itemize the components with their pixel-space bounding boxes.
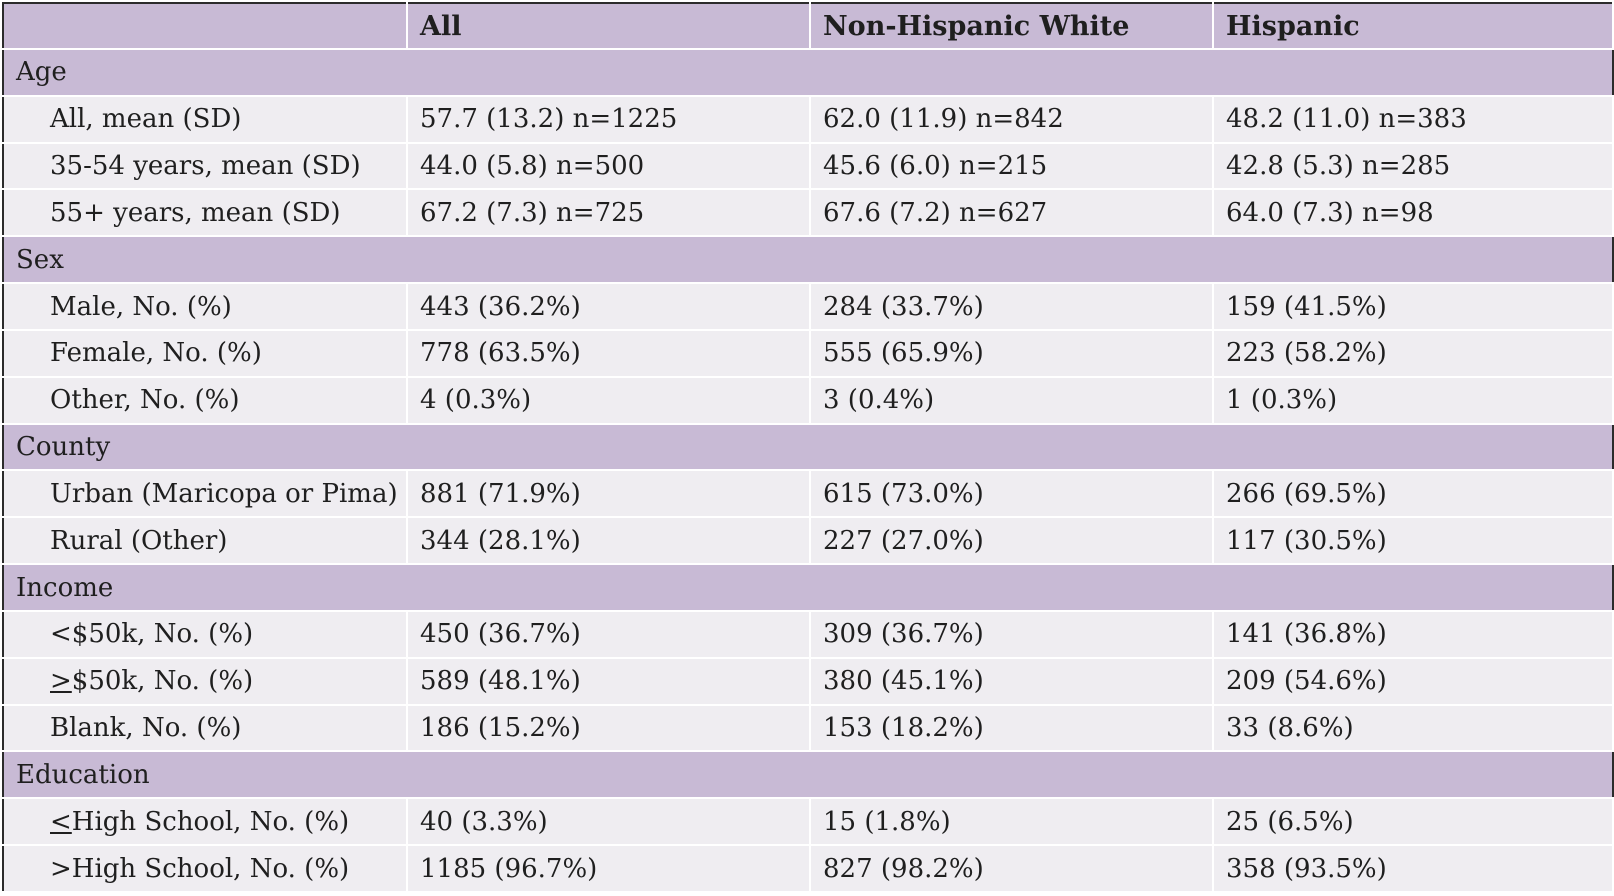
group-title: Income bbox=[3, 564, 1613, 612]
lte-symbol: < bbox=[50, 806, 72, 837]
cell-non-hispanic-white: 827 (98.2%) bbox=[810, 845, 1214, 893]
cell-non-hispanic-white: 615 (73.0%) bbox=[810, 470, 1214, 519]
row-label: <$50k, No. (%) bbox=[3, 610, 408, 659]
gte-symbol: > bbox=[50, 666, 72, 697]
cell-hispanic: 48.2 (11.0) n=383 bbox=[1213, 95, 1614, 144]
cell-hispanic: 209 (54.6%) bbox=[1213, 657, 1614, 706]
cell-non-hispanic-white: 555 (65.9%) bbox=[810, 329, 1214, 378]
row-label: Urban (Maricopa or Pima) bbox=[3, 470, 408, 519]
cell-all: 44.0 (5.8) n=500 bbox=[407, 142, 811, 191]
group-title: Education bbox=[3, 751, 1613, 800]
cell-hispanic: 117 (30.5%) bbox=[1213, 517, 1614, 566]
group-row-age: Age bbox=[3, 49, 1613, 97]
table-row: All, mean (SD) 57.7 (13.2) n=1225 62.0 (… bbox=[3, 95, 1614, 144]
cell-all: 443 (36.2%) bbox=[407, 283, 811, 331]
cell-non-hispanic-white: 284 (33.7%) bbox=[810, 283, 1214, 331]
row-label-text: $50k, No. (%) bbox=[71, 666, 254, 697]
header-cell-all: All bbox=[407, 3, 811, 50]
row-label: Blank, No. (%) bbox=[3, 704, 408, 753]
header-cell-non-hispanic-white: Non-Hispanic White bbox=[810, 3, 1214, 50]
row-label: All, mean (SD) bbox=[3, 95, 408, 144]
cell-all: 57.7 (13.2) n=1225 bbox=[407, 95, 811, 144]
row-label: Other, No. (%) bbox=[3, 376, 408, 425]
cell-non-hispanic-white: 309 (36.7%) bbox=[810, 610, 1214, 659]
group-title: Sex bbox=[3, 236, 1613, 285]
cell-hispanic: 25 (6.5%) bbox=[1213, 798, 1614, 847]
cell-non-hispanic-white: 62.0 (11.9) n=842 bbox=[810, 95, 1214, 144]
cell-non-hispanic-white: 15 (1.8%) bbox=[810, 798, 1214, 847]
cell-all: 67.2 (7.3) n=725 bbox=[407, 189, 811, 238]
header-cell-blank bbox=[3, 3, 408, 50]
row-label: Male, No. (%) bbox=[3, 283, 408, 331]
cell-non-hispanic-white: 227 (27.0%) bbox=[810, 517, 1214, 566]
table-row: Blank, No. (%) 186 (15.2%) 153 (18.2%) 3… bbox=[3, 704, 1614, 753]
group-row-sex: Sex bbox=[3, 236, 1613, 285]
cell-all: 344 (28.1%) bbox=[407, 517, 811, 566]
cell-hispanic: 42.8 (5.3) n=285 bbox=[1213, 142, 1614, 191]
row-label: >$50k, No. (%) bbox=[3, 657, 408, 706]
group-title: Age bbox=[3, 49, 1613, 97]
group-title: County bbox=[3, 423, 1613, 472]
cell-non-hispanic-white: 3 (0.4%) bbox=[810, 376, 1214, 425]
row-label: <High School, No. (%) bbox=[3, 798, 408, 847]
table-row: <High School, No. (%) 40 (3.3%) 15 (1.8%… bbox=[3, 798, 1614, 847]
cell-hispanic: 33 (8.6%) bbox=[1213, 704, 1614, 753]
cell-hispanic: 159 (41.5%) bbox=[1213, 283, 1614, 331]
cell-non-hispanic-white: 45.6 (6.0) n=215 bbox=[810, 142, 1214, 191]
row-label: Female, No. (%) bbox=[3, 329, 408, 378]
row-label: 35-54 years, mean (SD) bbox=[3, 142, 408, 191]
cell-hispanic: 64.0 (7.3) n=98 bbox=[1213, 189, 1614, 238]
table-row: Urban (Maricopa or Pima) 881 (71.9%) 615… bbox=[3, 470, 1614, 519]
cell-all: 1185 (96.7%) bbox=[407, 845, 811, 893]
row-label-text: High School, No. (%) bbox=[71, 806, 350, 837]
table-row: Other, No. (%) 4 (0.3%) 3 (0.4%) 1 (0.3%… bbox=[3, 376, 1614, 425]
cell-all: 589 (48.1%) bbox=[407, 657, 811, 706]
group-row-county: County bbox=[3, 423, 1613, 472]
cell-all: 186 (15.2%) bbox=[407, 704, 811, 753]
header-cell-hispanic: Hispanic bbox=[1213, 3, 1614, 50]
table-row: <$50k, No. (%) 450 (36.7%) 309 (36.7%) 1… bbox=[3, 610, 1614, 659]
row-label: >High School, No. (%) bbox=[3, 845, 408, 893]
table-row: Male, No. (%) 443 (36.2%) 284 (33.7%) 15… bbox=[3, 283, 1614, 331]
table-row: 35-54 years, mean (SD) 44.0 (5.8) n=500 … bbox=[3, 142, 1614, 191]
table-row: 55+ years, mean (SD) 67.2 (7.3) n=725 67… bbox=[3, 189, 1614, 238]
cell-hispanic: 266 (69.5%) bbox=[1213, 470, 1614, 519]
cell-all: 778 (63.5%) bbox=[407, 329, 811, 378]
cell-non-hispanic-white: 380 (45.1%) bbox=[810, 657, 1214, 706]
cell-non-hispanic-white: 153 (18.2%) bbox=[810, 704, 1214, 753]
row-label: Rural (Other) bbox=[3, 517, 408, 566]
group-row-education: Education bbox=[3, 751, 1613, 800]
cell-hispanic: 223 (58.2%) bbox=[1213, 329, 1614, 378]
cell-hispanic: 141 (36.8%) bbox=[1213, 610, 1614, 659]
table-row: Rural (Other) 344 (28.1%) 227 (27.0%) 11… bbox=[3, 517, 1614, 566]
cell-hispanic: 1 (0.3%) bbox=[1213, 376, 1614, 425]
cell-hispanic: 358 (93.5%) bbox=[1213, 845, 1614, 893]
table-row: Female, No. (%) 778 (63.5%) 555 (65.9%) … bbox=[3, 329, 1614, 378]
cell-non-hispanic-white: 67.6 (7.2) n=627 bbox=[810, 189, 1214, 238]
table-row: >$50k, No. (%) 589 (48.1%) 380 (45.1%) 2… bbox=[3, 657, 1614, 706]
row-label: 55+ years, mean (SD) bbox=[3, 189, 408, 238]
cell-all: 4 (0.3%) bbox=[407, 376, 811, 425]
cell-all: 40 (3.3%) bbox=[407, 798, 811, 847]
table-row: >High School, No. (%) 1185 (96.7%) 827 (… bbox=[3, 845, 1614, 893]
cell-all: 881 (71.9%) bbox=[407, 470, 811, 519]
cell-all: 450 (36.7%) bbox=[407, 610, 811, 659]
header-row: All Non-Hispanic White Hispanic bbox=[3, 3, 1614, 50]
group-row-income: Income bbox=[3, 564, 1613, 612]
